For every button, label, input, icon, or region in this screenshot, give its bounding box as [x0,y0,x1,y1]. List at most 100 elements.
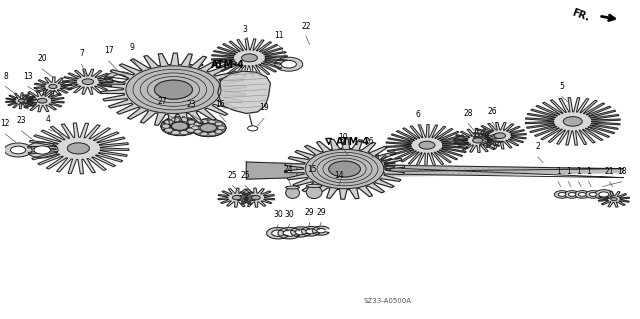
Circle shape [10,146,26,154]
Polygon shape [301,226,319,236]
Text: 3: 3 [243,25,248,34]
Circle shape [599,192,609,197]
Polygon shape [454,128,502,152]
Text: 5: 5 [559,82,564,91]
Polygon shape [218,188,256,207]
Text: 1: 1 [586,167,591,176]
Text: 13: 13 [23,72,33,81]
Circle shape [172,122,188,130]
Circle shape [18,99,24,102]
Circle shape [180,130,188,135]
Text: 30: 30 [273,210,283,219]
Text: 26: 26 [488,107,497,116]
Circle shape [275,57,303,71]
Circle shape [595,190,613,199]
Ellipse shape [306,184,322,188]
Circle shape [568,193,576,196]
Text: 4: 4 [46,115,51,123]
Circle shape [131,78,147,87]
Circle shape [49,85,57,88]
Circle shape [187,120,195,124]
Circle shape [34,146,51,154]
Circle shape [579,193,586,196]
Polygon shape [211,39,287,77]
Text: 27: 27 [158,97,168,106]
Circle shape [187,128,195,132]
Circle shape [232,196,241,200]
Circle shape [201,132,208,136]
Text: 8: 8 [3,72,8,81]
Text: 9: 9 [130,43,134,52]
Text: 29: 29 [305,208,314,217]
Circle shape [281,60,296,68]
Circle shape [164,128,173,132]
Ellipse shape [306,186,322,198]
Circle shape [472,138,483,143]
Text: SZ33-A0500A: SZ33-A0500A [364,298,412,304]
Circle shape [200,123,216,132]
Polygon shape [34,77,72,96]
Text: 29: 29 [316,208,326,217]
Circle shape [241,54,257,62]
Circle shape [564,191,580,198]
Text: 12: 12 [1,119,10,128]
Circle shape [209,132,216,136]
Text: 17: 17 [104,46,113,55]
Polygon shape [284,164,623,178]
Text: 21: 21 [605,167,614,176]
Circle shape [191,126,199,130]
Text: 23: 23 [187,100,196,109]
Circle shape [194,130,202,133]
Circle shape [554,191,570,198]
Ellipse shape [285,187,300,198]
Text: 15: 15 [307,166,317,174]
Circle shape [191,119,226,137]
Circle shape [194,122,202,126]
Circle shape [106,71,134,85]
Text: 18: 18 [617,167,627,176]
Circle shape [329,161,360,177]
Circle shape [218,126,225,130]
Text: 30: 30 [285,210,294,219]
Circle shape [191,119,226,137]
Text: 23: 23 [17,116,26,125]
Circle shape [4,143,32,157]
Text: 16: 16 [215,100,225,109]
Text: 1: 1 [576,167,581,176]
Text: 11: 11 [275,31,284,40]
Circle shape [67,143,90,154]
Circle shape [215,122,223,126]
Circle shape [611,197,617,201]
Polygon shape [291,227,310,237]
Circle shape [164,120,173,124]
Circle shape [154,80,193,99]
Text: 26: 26 [364,137,374,146]
Circle shape [575,191,590,198]
Text: ATM-4: ATM-4 [336,137,370,147]
Polygon shape [284,139,404,199]
Text: 2: 2 [536,142,540,151]
Text: 10: 10 [338,133,348,142]
Circle shape [209,120,216,123]
Circle shape [161,117,199,136]
Text: 24: 24 [284,166,294,174]
Polygon shape [161,117,199,136]
Polygon shape [278,227,300,239]
Circle shape [126,66,221,114]
Circle shape [180,118,188,122]
Circle shape [563,117,582,126]
Polygon shape [218,71,270,114]
Text: 25: 25 [240,171,250,180]
Text: 14: 14 [334,171,344,180]
Circle shape [305,149,384,189]
Circle shape [372,162,380,166]
Circle shape [419,141,435,149]
Text: 20: 20 [37,54,47,63]
Circle shape [82,79,93,85]
Circle shape [248,126,258,131]
Text: 6: 6 [415,110,420,119]
Circle shape [145,79,157,86]
Circle shape [123,75,154,91]
Circle shape [162,124,170,128]
Circle shape [138,76,164,89]
